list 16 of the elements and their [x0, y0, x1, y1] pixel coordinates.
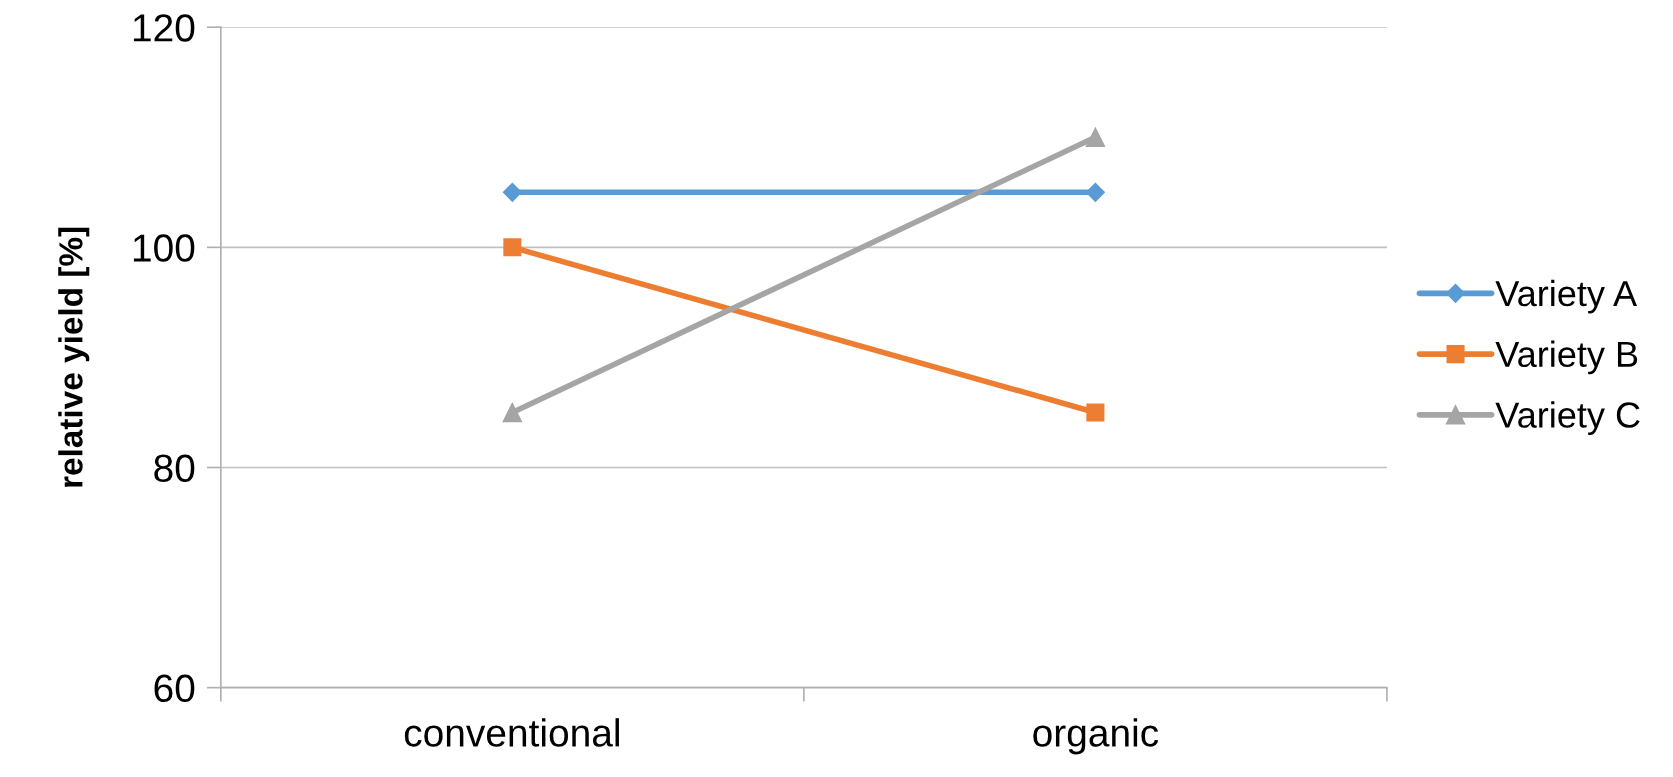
- y-tick-label: 100: [133, 234, 195, 262]
- point: [503, 238, 522, 257]
- legend-label: Variety B: [1495, 340, 1638, 375]
- y-axis-title: relative yield [%]: [58, 227, 90, 487]
- point: [502, 182, 522, 202]
- legend-label: Variety C: [1495, 401, 1640, 435]
- y-tick-label: 80: [154, 454, 195, 482]
- point: [1085, 182, 1105, 202]
- point: [1086, 403, 1105, 422]
- point: [502, 402, 523, 423]
- y-tick-label: 120: [133, 14, 195, 42]
- x-tick-label: conventional: [404, 718, 619, 747]
- legend-label: Variety A: [1495, 279, 1638, 314]
- y-tick-label: 60: [154, 674, 195, 703]
- point: [1085, 127, 1106, 147]
- x-tick-label: organic: [1033, 718, 1159, 755]
